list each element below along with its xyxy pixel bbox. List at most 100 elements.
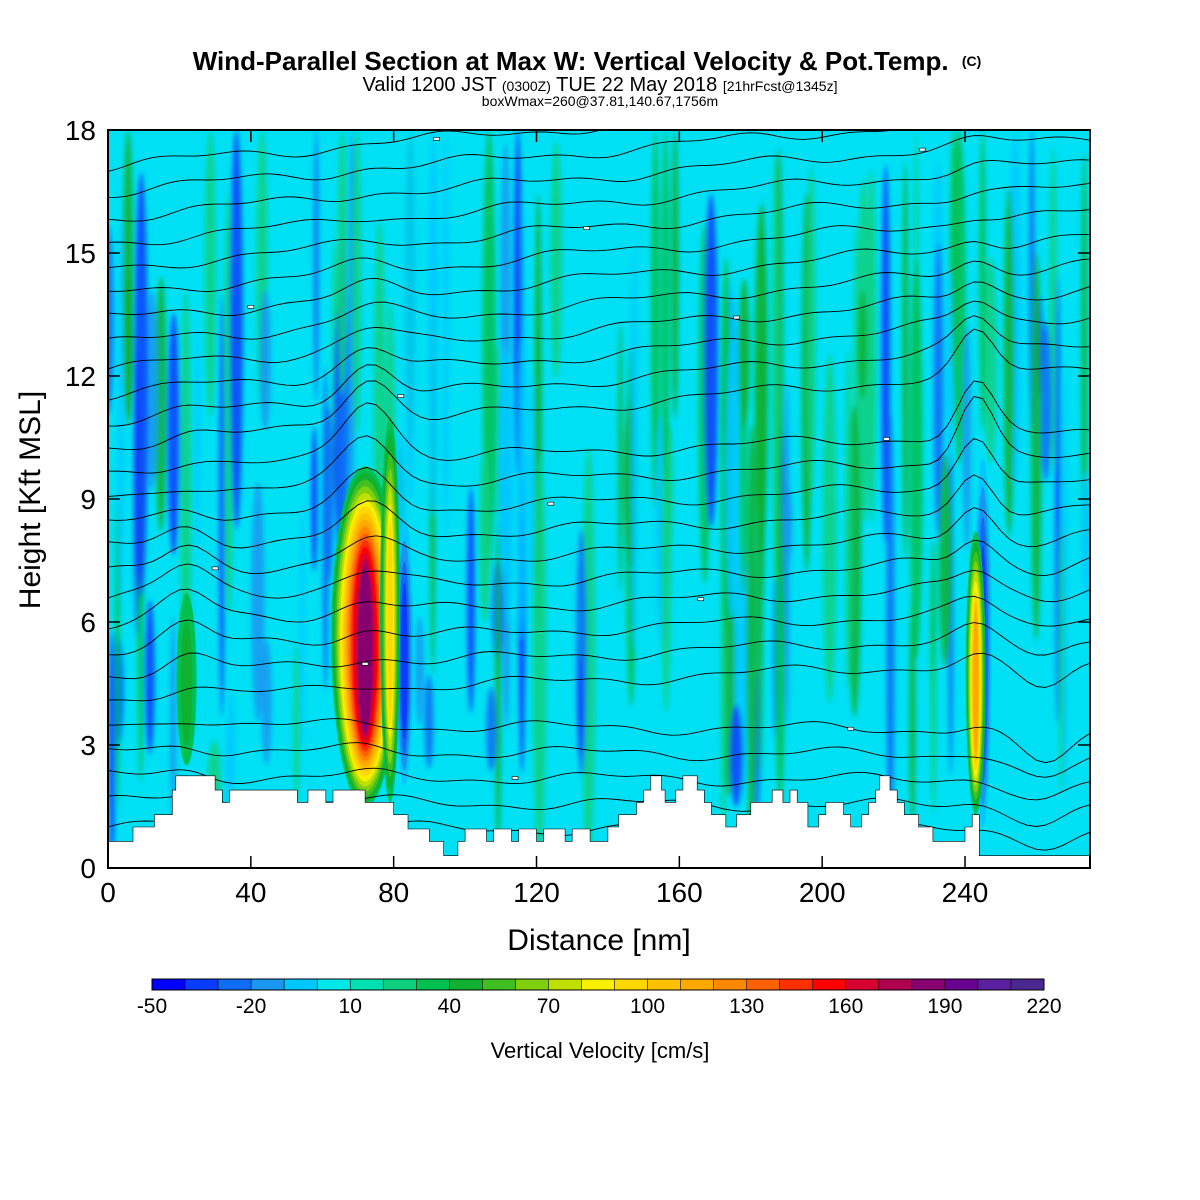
velocity-streak — [757, 336, 764, 777]
colorbar-segment — [548, 979, 582, 990]
velocity-streak — [775, 496, 785, 809]
velocity-streak — [671, 130, 679, 420]
colorbar-tick-label: 10 — [339, 995, 362, 1018]
colorbar-segment — [1010, 979, 1045, 990]
velocity-streak — [517, 336, 525, 524]
colorbar-segment — [383, 979, 417, 990]
isentrope-line — [108, 380, 1090, 474]
updraft-contour — [180, 620, 193, 746]
colorbar-segment — [845, 979, 880, 990]
x-tick-label: 120 — [513, 877, 560, 908]
colorbar-tick-label: 100 — [630, 995, 665, 1018]
isentrope-label — [397, 394, 405, 398]
velocity-streak — [577, 654, 583, 757]
colorbar-segment — [713, 979, 747, 990]
updraft-contour — [387, 521, 393, 725]
isentrope-line — [108, 315, 1090, 427]
colorbar-tick-label: 160 — [828, 995, 863, 1018]
velocity-streak — [806, 165, 816, 499]
velocity-streak — [1058, 520, 1064, 793]
isentrope-label — [733, 315, 740, 320]
colorbar-segment — [614, 979, 648, 990]
isentrope-label — [583, 226, 590, 231]
y-tick-label: 18 — [65, 115, 96, 146]
velocity-streak — [858, 289, 867, 399]
colorbar-tick-label: 130 — [729, 995, 764, 1018]
chart-info-line: boxWmax=260@37.81,140.67,1756m — [482, 93, 718, 109]
velocity-streak — [261, 639, 272, 766]
isentrope-line — [108, 395, 1090, 497]
isentrope-line — [108, 437, 1090, 521]
isentrope-label — [361, 662, 369, 666]
isentrope-line — [108, 622, 1090, 680]
velocity-streak — [650, 130, 660, 510]
terrain-profile — [108, 775, 1090, 868]
velocity-streak — [117, 217, 124, 602]
isentrope-line — [108, 767, 1090, 801]
colorbar-segment — [152, 979, 186, 990]
colorbar-segment — [878, 979, 913, 990]
x-tick-label: 200 — [799, 877, 846, 908]
isentrope-line — [108, 507, 1090, 575]
velocity-streaks — [108, 130, 1090, 867]
colorbar-segment — [449, 979, 483, 990]
colorbar-tick-label: 220 — [1026, 995, 1061, 1018]
colorbar-segment — [251, 979, 285, 990]
velocity-streak — [704, 193, 718, 528]
isentrope-line — [108, 328, 1090, 451]
y-axis-label: Height [Kft MSL] — [14, 391, 47, 609]
isentrope-line — [108, 182, 1090, 269]
velocity-streak — [666, 423, 673, 556]
velocity-streak — [881, 164, 891, 544]
y-axis-ticks: 0 3 6 9 12 15 18 — [65, 115, 1090, 884]
velocity-streak — [979, 130, 986, 433]
isentrope-line — [108, 209, 1090, 293]
velocity-streak — [134, 172, 148, 597]
isentrope-label — [697, 597, 705, 601]
colorbar-segment — [284, 979, 318, 990]
isentrope-line — [108, 281, 1090, 370]
velocity-streak — [108, 630, 116, 865]
isentrope-label — [211, 566, 219, 571]
velocity-streak — [630, 246, 638, 651]
velocity-streak — [1081, 153, 1088, 557]
plot-area — [108, 130, 1090, 868]
velocity-streak — [251, 481, 265, 722]
velocity-streak — [466, 487, 475, 713]
velocity-streak — [618, 322, 623, 592]
y-tick-label: 3 — [80, 730, 96, 761]
velocity-streak — [498, 344, 512, 577]
colorbar-segment — [185, 979, 219, 990]
isentrope-line — [108, 258, 1090, 340]
velocity-streak — [822, 353, 837, 704]
colorbar-tick-labels: -50 -20 10 40 70 100 130 160 190 220 — [137, 995, 1062, 1018]
velocity-streak — [424, 674, 434, 769]
x-tick-label: 80 — [378, 877, 409, 908]
velocity-streak — [1030, 251, 1042, 641]
x-tick-label: 240 — [942, 877, 989, 908]
updraft-contour — [358, 566, 373, 732]
velocity-streak — [144, 599, 155, 754]
colorbar-segment — [482, 979, 516, 990]
potential-temperature-contours — [108, 130, 1090, 851]
velocity-streak — [167, 312, 180, 556]
velocity-streak — [909, 597, 916, 830]
velocity-streak — [486, 687, 497, 772]
x-tick-label: 40 — [235, 877, 266, 908]
velocity-streak — [866, 169, 877, 523]
colorbar-label: Vertical Velocity [cm/s] — [491, 1038, 710, 1063]
velocity-streak — [313, 130, 319, 402]
colorbar-segment — [746, 979, 781, 990]
velocity-streak — [738, 278, 750, 428]
velocity-streak — [661, 130, 670, 484]
colorbar-segment — [977, 979, 1012, 990]
y-tick-label: 12 — [65, 361, 96, 392]
colorbar-segment — [350, 979, 384, 990]
velocity-streak — [322, 366, 329, 691]
velocity-streak — [782, 482, 793, 567]
colorbar-tick-label: 190 — [927, 995, 962, 1018]
isentrope-line — [108, 742, 1090, 778]
isentrope-label — [433, 137, 440, 141]
colorbar-tick-label: 70 — [537, 995, 560, 1018]
colorbar-segment — [779, 979, 814, 990]
